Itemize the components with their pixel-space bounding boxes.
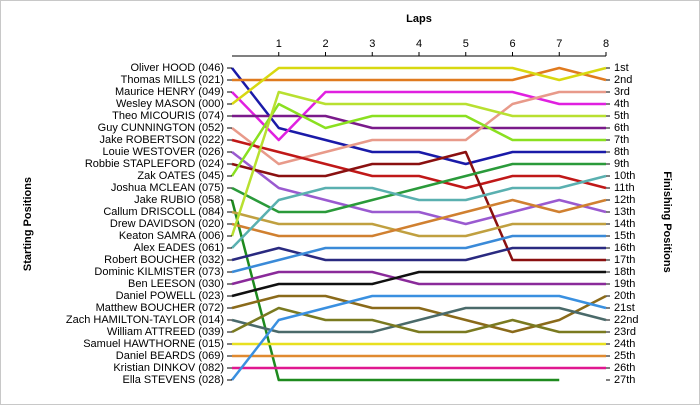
driver-label: Ben LEESON (030) [128, 278, 224, 290]
x-tick-label: 3 [369, 38, 375, 50]
driver-label: Robert BOUCHER (032) [104, 254, 224, 266]
y2-tick-label: 11th [614, 182, 635, 194]
y2-tick-label: 15th [614, 230, 635, 242]
driver-line [231, 198, 607, 238]
x-tick-label: 2 [322, 38, 328, 50]
driver-line [231, 306, 607, 334]
driver-label: Robbie STAPLEFORD (024) [85, 158, 224, 170]
driver-line [231, 294, 607, 381]
driver-line [231, 162, 606, 214]
x-tick-label: 6 [509, 38, 515, 50]
y2-tick-label: 9th [614, 158, 629, 170]
driver-label: Ella STEVENS (028) [123, 374, 224, 386]
y2-tick-label: 3rd [614, 86, 630, 98]
driver-label: Dominic KILMISTER (073) [94, 266, 224, 278]
y2-tick-label: 8th [614, 146, 629, 158]
driver-line [231, 66, 607, 105]
x-tick-label: 4 [416, 38, 422, 50]
driver-label: Jake ROBERTSON (022) [99, 134, 224, 146]
driver-label: Louie WESTOVER (026) [103, 146, 224, 158]
driver-label: Samuel HAWTHORNE (015) [83, 338, 224, 350]
x-tick-label: 8 [603, 38, 609, 50]
y2-tick-label: 7th [614, 134, 629, 146]
y2-tick-label: 14th [614, 218, 635, 230]
driver-label: Wesley MASON (000) [116, 98, 224, 110]
y2-tick-label: 22nd [614, 314, 638, 326]
y2-tick-label: 23rd [614, 326, 636, 338]
driver-label: Daniel POWELL (023) [116, 290, 224, 302]
driver-line [231, 138, 607, 190]
y2-tick-label: 5th [614, 110, 629, 122]
driver-line [231, 67, 606, 166]
driver-line [231, 270, 606, 286]
x-axis-title: Laps [406, 13, 432, 25]
y2-tick-label: 17th [614, 254, 635, 266]
driver-label: Jake RUBIO (058) [134, 194, 224, 206]
y2-tick-label: 27th [614, 374, 635, 386]
driver-line [231, 174, 607, 249]
y-axis-title: Starting Positions [22, 177, 34, 271]
y2-tick-label: 25th [614, 350, 635, 362]
driver-label: Thomas MILLS (021) [121, 74, 224, 86]
driver-label: Kristian DINKOV (082) [113, 362, 224, 374]
driver-label: Zach HAMILTON-TAYLOR (014) [66, 314, 224, 326]
y2-tick-label: 1st [614, 62, 629, 74]
x-tick-label: 5 [463, 38, 469, 50]
y2-axis-title: Finishing Positions [661, 171, 673, 272]
driver-line [231, 306, 606, 334]
driver-line [231, 294, 607, 334]
driver-label: Drew DAVIDSON (020) [110, 218, 224, 230]
driver-line [231, 210, 606, 238]
y2-tick-label: 13th [614, 206, 635, 218]
driver-line [230, 102, 606, 177]
y2-tick-label: 20th [614, 290, 635, 302]
driver-label: Alex EADES (061) [134, 242, 224, 254]
driver-label: Guy CUNNINGTON (052) [98, 122, 224, 134]
driver-label: Joshua MCLEAN (075) [111, 182, 224, 194]
y2-tick-label: 19th [614, 278, 635, 290]
driver-label: Theo MICOURIS (074) [112, 110, 224, 122]
driver-line [230, 199, 560, 382]
driver-label: Maurice HENRY (049) [115, 86, 224, 98]
driver-line [232, 66, 607, 82]
y2-tick-label: 2nd [614, 74, 632, 86]
driver-label: Keaton SAMRA (006) [119, 230, 224, 242]
y2-tick-label: 10th [614, 170, 635, 182]
driver-label: Matthew BOUCHER (072) [96, 302, 224, 314]
driver-line [231, 90, 606, 142]
driver-line [231, 270, 606, 298]
x-tick-label: 1 [276, 38, 282, 50]
y2-tick-label: 4th [614, 98, 629, 110]
driver-line [231, 151, 607, 226]
driver-line [232, 114, 606, 130]
driver-line [231, 246, 606, 262]
driver-line [230, 90, 606, 237]
driver-label: Daniel BEARDS (069) [116, 350, 224, 362]
y2-tick-label: 18th [614, 266, 635, 278]
y2-tick-label: 12th [614, 194, 635, 206]
y2-tick-label: 24th [614, 338, 635, 350]
driver-label: William ATTREED (039) [107, 326, 224, 338]
driver-label: Oliver HOOD (046) [130, 62, 224, 74]
y2-tick-label: 6th [614, 122, 629, 134]
driver-label: Zak OATES (045) [137, 170, 224, 182]
series-lines [230, 66, 607, 382]
driver-line [231, 234, 606, 274]
driver-line [231, 90, 606, 166]
driver-line [231, 150, 606, 262]
y2-tick-label: 26th [614, 362, 635, 374]
driver-label: Callum DRISCOLL (084) [103, 206, 224, 218]
y2-tick-label: 16th [614, 242, 635, 254]
y2-tick-label: 21st [614, 302, 635, 314]
x-tick-label: 7 [556, 38, 562, 50]
